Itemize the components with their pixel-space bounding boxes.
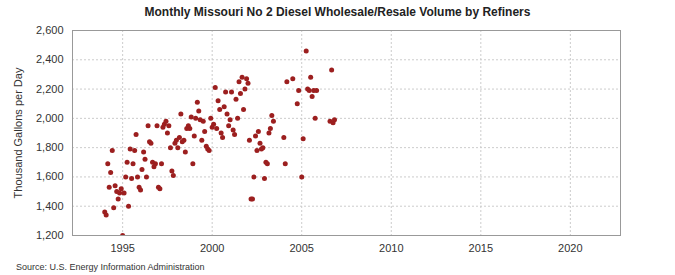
svg-text:Thousand Gallons per Day: Thousand Gallons per Day: [12, 67, 24, 198]
svg-text:2,600: 2,600: [36, 24, 64, 36]
svg-text:2010: 2010: [379, 242, 403, 254]
svg-text:2,200: 2,200: [36, 83, 64, 95]
svg-text:1,600: 1,600: [36, 170, 64, 182]
html-text:Monthly Missouri No 2 Diesel W: Monthly Missouri No 2 Diesel Wholesale/R…: [144, 5, 531, 19]
svg-text:2,400: 2,400: [36, 53, 64, 65]
svg-text:2005: 2005: [289, 242, 313, 254]
svg-text:2000: 2000: [200, 242, 224, 254]
svg-text:2020: 2020: [558, 242, 582, 254]
html-text:Source: U.S. Energy Informatio: Source: U.S. Energy Information Administ…: [16, 262, 205, 272]
svg-text:1,200: 1,200: [36, 229, 64, 241]
svg-text:2015: 2015: [469, 242, 493, 254]
svg-text:1,800: 1,800: [36, 141, 64, 153]
svg-text:1,400: 1,400: [36, 200, 64, 212]
svg-text:1995: 1995: [110, 242, 134, 254]
svg-text:2,000: 2,000: [36, 112, 64, 124]
